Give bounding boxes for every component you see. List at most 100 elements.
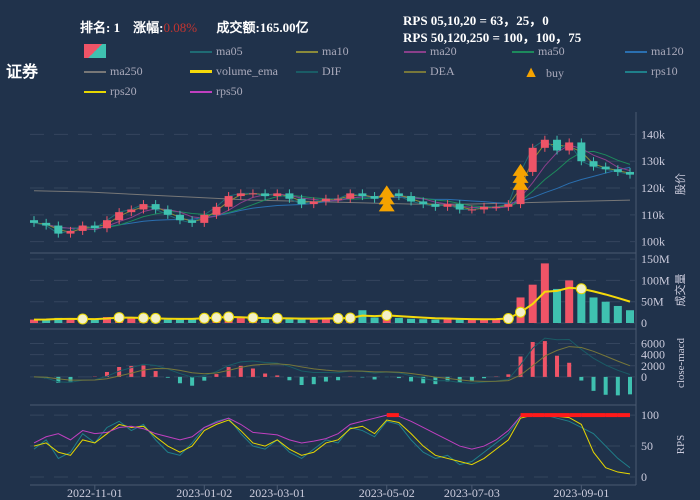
price-axis-label: 股价 [674, 173, 687, 195]
ma20-line [33, 144, 631, 231]
legend-swatch [404, 50, 426, 53]
volume-ema-marker [223, 311, 235, 323]
rps-long: RPS 50,120,250 = 100，100，75 [403, 30, 582, 45]
legend-swatch [625, 70, 647, 73]
candle [419, 201, 428, 205]
x-tick-label: 2023-09-01 [553, 486, 609, 500]
legend-swatch [404, 70, 426, 73]
candle [407, 196, 416, 202]
volume-bar [285, 318, 294, 323]
legend-item-volume_ema[interactable]: volume_ema [190, 64, 278, 79]
legend-item-buy[interactable]: ▲ buy [520, 64, 564, 82]
candle [431, 204, 440, 207]
macd-bar [409, 376, 414, 382]
volume-tick-label: 0 [641, 316, 647, 330]
legend-item-ma120[interactable]: ma120 [625, 44, 684, 59]
macd-bar [506, 374, 511, 377]
x-tick-label: 2023-07-03 [444, 486, 500, 500]
macd-bar [445, 376, 450, 382]
candle [334, 198, 343, 200]
legend-label: rps10 [651, 64, 678, 78]
legend-label: ma50 [538, 44, 565, 58]
volume-bar [565, 280, 574, 323]
legend-item-rps10[interactable]: rps10 [625, 64, 678, 79]
volume-bar [540, 263, 549, 323]
macd-bar [530, 342, 535, 377]
macd-bar [323, 376, 328, 382]
ma05-line [33, 139, 631, 235]
macd-bar [603, 376, 608, 395]
macd-bar [287, 376, 292, 381]
price-tick-label: 120k [641, 181, 665, 195]
legend-item-DIF[interactable]: DIF [296, 64, 341, 79]
candle [565, 142, 574, 151]
macd-bar [360, 376, 365, 378]
macd-bar [141, 365, 146, 377]
buy-marker-icon [378, 192, 395, 205]
legend-label: rps20 [110, 84, 137, 98]
macd-bar [177, 376, 182, 384]
buy-marker-icon [378, 199, 395, 212]
candle [273, 193, 282, 197]
candle [54, 225, 63, 234]
legend-label: ma20 [430, 44, 457, 58]
volume-ema-marker [247, 312, 259, 324]
volume-ema-marker [77, 313, 89, 325]
volume-bar [370, 317, 379, 323]
legend-label: DEA [430, 64, 455, 78]
volume-bar [102, 317, 111, 323]
candle [613, 169, 622, 172]
dif-line [33, 337, 631, 384]
macd-bar [579, 376, 584, 381]
candle [589, 161, 598, 167]
legend-item-ma250[interactable]: ma250 [84, 64, 143, 79]
ma250-line [33, 190, 631, 205]
macd-bar [336, 376, 341, 381]
ma120-line [33, 166, 631, 229]
legend-item-ma20[interactable]: ma20 [404, 44, 457, 59]
legend-swatch [84, 90, 106, 93]
legend-swatch [190, 90, 212, 93]
candle [358, 193, 367, 197]
legend-swatch [84, 70, 106, 73]
candle [467, 209, 476, 211]
volume-tick-label: 150M [641, 252, 670, 266]
volume-bar [419, 319, 428, 323]
rps50-line [33, 414, 630, 450]
volume-tick-label: 50M [641, 295, 664, 309]
volume-bar [626, 310, 634, 323]
rps-tick-label: 0 [641, 470, 647, 484]
candle [528, 147, 537, 172]
candle [601, 166, 610, 170]
candle [626, 171, 634, 175]
macd-bar [165, 376, 170, 378]
legend-swatch [296, 70, 318, 73]
candle [285, 193, 294, 199]
candle [188, 220, 197, 223]
candle [212, 206, 221, 215]
legend-swatch [625, 50, 647, 53]
candle [455, 204, 464, 210]
legend-item-DEA[interactable]: DEA [404, 64, 455, 79]
legend-item-candle[interactable] [84, 44, 110, 58]
stock-name: 证券 [6, 64, 39, 81]
legend-item-ma50[interactable]: ma50 [512, 44, 565, 59]
legend-item-ma05[interactable]: ma05 [190, 44, 243, 59]
volume-bar [90, 319, 99, 323]
macd-tick-label: 0 [641, 370, 647, 384]
legend-item-rps50[interactable]: rps50 [190, 84, 243, 99]
legend-item-ma10[interactable]: ma10 [296, 44, 349, 59]
volume-bar [127, 317, 136, 323]
macd-bar [250, 368, 255, 377]
x-tick-label: 2023-03-01 [249, 486, 305, 500]
candle [139, 204, 148, 210]
volume-ema-marker [381, 309, 393, 321]
volume-bar [54, 317, 63, 323]
candle [346, 193, 355, 199]
legend-swatch [190, 50, 212, 53]
legend-item-rps20[interactable]: rps20 [84, 84, 137, 99]
macd-bar [482, 376, 487, 379]
candle [443, 204, 452, 207]
macd-bar [238, 365, 243, 377]
macd-bar [469, 376, 474, 382]
